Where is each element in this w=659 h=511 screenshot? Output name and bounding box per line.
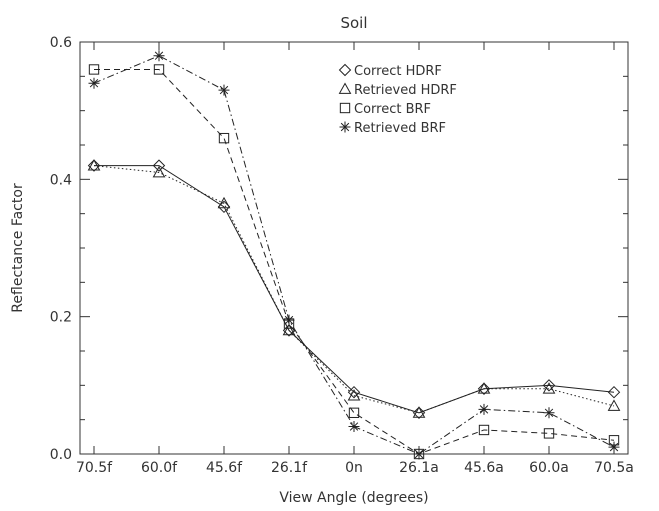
data-point-1-8 [607,399,621,411]
series-0 [87,159,621,420]
data-point-0-7 [542,379,556,392]
data-point-3-2 [218,84,230,96]
data-point-3-7 [543,407,555,419]
legend-marker-1 [338,82,352,94]
chart-title: Soil [340,14,367,32]
legend-label-2: Correct BRF [354,102,431,117]
axis-ticks: 70.5f 60.0f 45.6f 26.1f 0n 26.1a 45.6a 60.0a 70.… [50,35,634,476]
data-point-2-0 [88,64,100,75]
data-point-2-1 [153,64,165,75]
x-axis-label: View Angle (degrees) [279,490,428,506]
legend-label-3: Retrieved BRF [354,121,446,136]
data-point-1-7 [542,382,556,394]
series-line-0 [94,165,615,414]
data-point-0-1 [152,159,166,172]
legend-label-0: Correct HDRF [354,64,442,79]
data-point-1-4 [347,389,361,401]
data-point-3-6 [478,403,490,415]
y-axis-label: Reflectance Factor [10,183,26,313]
legend-marker-3 [339,121,351,133]
legend: Correct HDRF Retrieved HDRF Correct BRF Ret… [338,63,457,136]
data-point-1-5 [412,406,426,418]
data-point-1-2 [217,196,231,209]
data-point-2-7 [543,428,555,439]
series-1 [87,159,621,418]
data-point-0-8 [607,385,621,399]
x-tick-label-7: 60.0a [529,460,569,476]
y-tick-label-2: 0.4 [50,172,72,188]
data-point-0-6 [477,382,491,395]
data-point-3-5 [413,448,425,460]
data-point-0-0 [87,159,101,172]
data-point-3-0 [88,77,100,89]
x-tick-label-5: 26.1a [399,460,439,476]
data-point-2-2 [218,132,230,144]
data-point-3-3 [283,314,295,326]
x-tick-label-8: 70.5a [594,460,634,476]
data-point-2-4 [348,407,360,418]
x-tick-label-3: 26.1f [271,460,308,476]
data-point-1-0 [87,159,101,171]
series-layer [87,50,621,460]
y-tick-label-1: 0.2 [50,310,72,326]
legend-marker-2 [339,102,351,114]
data-point-2-6 [478,424,490,436]
series-line-1 [93,165,615,414]
data-point-3-8 [608,441,620,453]
x-tick-label-6: 45.6a [464,460,504,476]
x-tick-label-1: 60.0f [141,460,178,476]
legend-label-1: Retrieved HDRF [354,83,457,98]
series-3 [88,50,620,460]
legend-marker-0 [338,63,352,77]
x-tick-label-0: 70.5f [76,460,113,476]
data-point-1-6 [477,382,491,394]
x-tick-label-4: 0n [345,460,363,476]
y-tick-label-3: 0.6 [50,35,72,51]
data-point-1-3 [282,323,296,336]
data-point-1-1 [152,165,166,178]
data-point-3-1 [153,50,165,62]
data-point-0-5 [412,406,426,420]
y-tick-label-0: 0.0 [50,447,72,463]
x-tick-label-2: 45.6f [206,460,243,476]
data-point-3-4 [348,421,360,433]
data-point-0-4 [347,385,361,399]
